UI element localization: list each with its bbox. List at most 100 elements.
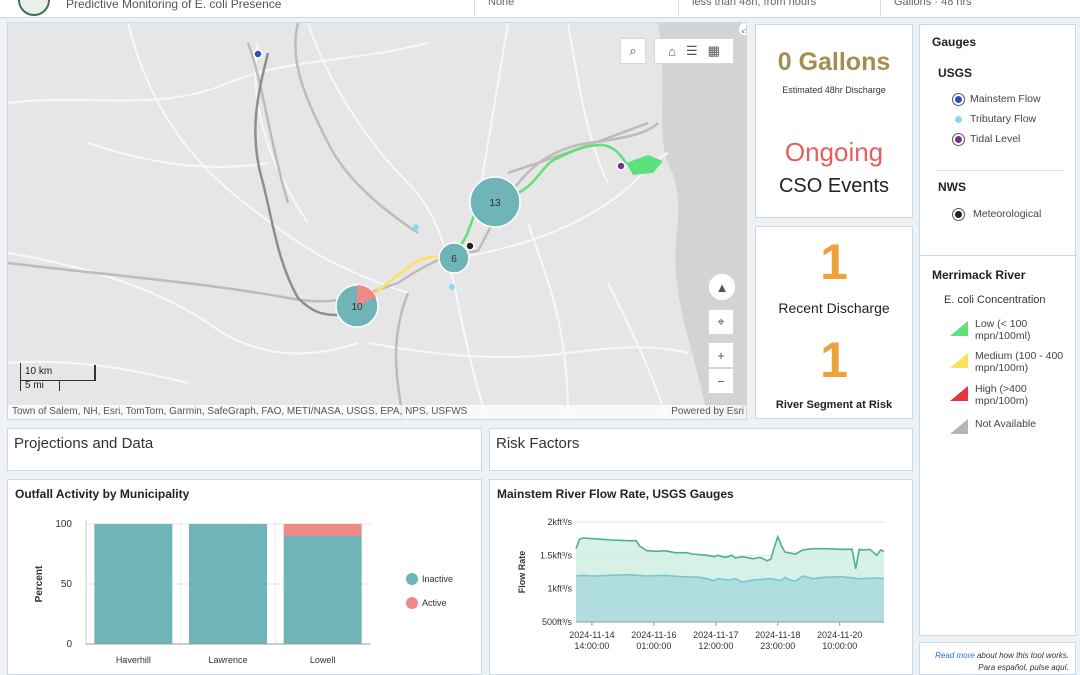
tributary-flow-swatch <box>953 114 964 125</box>
x-tick-label-time: 23:00:00 <box>760 641 795 651</box>
series-area-1 <box>576 574 884 622</box>
home-icon[interactable]: ⌂ <box>668 43 676 59</box>
risk-factors-title: Risk Factors <box>496 435 580 452</box>
locate-icon[interactable]: ⌖ <box>708 309 734 335</box>
outfall-chart-card: Outfall Activity by Municipality 0 50 100 P… <box>7 479 482 675</box>
flow-chart-card: Mainstem River Flow Rate, USGS Gauges 50… <box>489 479 913 675</box>
legend-item-medium: Medium (100 - 400 mpn/100m) <box>975 350 1064 374</box>
y-tick-label: 50 <box>61 579 73 590</box>
expand-icon[interactable]: ⤢ <box>738 23 746 36</box>
mainstem-flow-swatch <box>953 94 964 105</box>
scale-mi: 5 mi <box>25 380 44 391</box>
tidal-level-swatch <box>953 134 964 145</box>
powered-by-link[interactable]: Powered by Esri <box>671 406 744 417</box>
x-tick-label-time: 12:00:00 <box>698 641 733 651</box>
search-icon[interactable]: ⌕ <box>620 38 646 64</box>
mainstem-gauge-marker[interactable] <box>253 49 263 59</box>
x-tick-label-date: 2024-11-14 <box>569 630 614 640</box>
cluster-label: 13 <box>489 198 501 209</box>
legend-nws-title: NWS <box>938 180 966 194</box>
river-segment-unavailable <box>254 52 339 317</box>
attribution-text: Town of Salem, NH, Esri, TomTom, Garmin,… <box>12 406 468 417</box>
discharge-label: Estimated 48hr Discharge <box>782 85 886 95</box>
grid-icon[interactable]: ▦ <box>707 43 720 58</box>
compass-icon[interactable]: ▲ <box>708 273 736 301</box>
info-footer: Read more about how this tool works. Par… <box>919 642 1076 675</box>
read-more-link[interactable]: Read more <box>935 651 975 660</box>
y-tick-label: 0 <box>66 639 72 650</box>
series-line-0 <box>575 534 885 569</box>
header-filter-1[interactable]: None <box>488 0 515 8</box>
zoom-in-icon[interactable]: + <box>708 342 734 368</box>
bar-inactive-haverhill <box>94 524 173 644</box>
scale-bar: 10 km <box>20 363 96 381</box>
x-tick-label-time: 14:00:00 <box>574 641 609 651</box>
flow-chart-title: Mainstem River Flow Rate, USGS Gauges <box>497 487 734 501</box>
high-concentration-swatch <box>950 386 968 401</box>
series-line-1 <box>575 573 885 583</box>
legend-usgs-title: USGS <box>938 66 973 80</box>
meteorological-gauge-marker[interactable] <box>465 241 475 251</box>
cluster-6[interactable]: 6 <box>438 242 470 274</box>
river-estuary-low <box>626 155 663 175</box>
spanish-link[interactable]: Para español, pulse aquí. <box>978 663 1069 672</box>
read-more-text: about how this tool works. <box>974 651 1069 660</box>
legend-item-meteorological: Meteorological <box>973 208 1042 220</box>
header-divider <box>474 0 475 16</box>
legend-item-not-available: Not Available <box>975 418 1037 430</box>
app-subtitle: Predictive Monitoring of E. coli Presenc… <box>66 0 282 11</box>
y-tick-label: 1kft³/s <box>547 584 572 594</box>
x-tick-label-date: 2024-11-18 <box>755 630 800 640</box>
legend-panel: Gauges USGS Mainstem Flow Tributary Flow… <box>919 24 1077 636</box>
cluster-label: 6 <box>451 254 457 265</box>
tributary-gauge-marker[interactable] <box>449 284 455 290</box>
legend-label-active: Active <box>422 598 447 608</box>
legend-item-low: Low (< 100 mpn/100ml) <box>975 318 1031 342</box>
bar-active-lowell <box>283 524 362 536</box>
legend-swatch-inactive <box>406 573 418 585</box>
legend-swatch-active <box>406 597 418 609</box>
legend-item-mainstem: Mainstem Flow <box>970 93 1041 105</box>
legend-label-inactive: Inactive <box>422 574 453 584</box>
x-tick-label: Lawrence <box>208 655 247 665</box>
scale-bar-mi: 5 mi <box>20 380 60 391</box>
scale-km: 10 km <box>25 366 53 377</box>
medium-concentration-swatch <box>950 353 968 368</box>
legend-section-divider <box>920 255 1077 256</box>
x-tick-label-time: 01:00:00 <box>636 641 671 651</box>
x-tick-label: Lowell <box>310 655 336 665</box>
header-filter-3[interactable]: Gallons · 48 hrs <box>894 0 972 8</box>
tidal-gauge-marker[interactable] <box>616 161 626 171</box>
cluster-10[interactable]: 10 <box>335 284 379 328</box>
zoom-out-icon[interactable]: − <box>708 368 734 394</box>
not-available-swatch <box>950 419 968 434</box>
discharge-value: 0 Gallons <box>777 48 891 76</box>
y-tick-label: 1.5kft³/s <box>540 550 573 560</box>
river-map[interactable]: 13 6 10 ⌕ ⌂ ☰ ▦ ⤢ ▲ ⌖ + − 10 km 5 mi Tow… <box>7 22 747 420</box>
legend-item-tidal: Tidal Level <box>970 133 1021 145</box>
legend-list-icon[interactable]: ☰ <box>685 43 698 58</box>
cso-status: Ongoing <box>784 137 884 167</box>
segment-risk-label: River Segment at Risk <box>775 399 893 411</box>
legend-item-high: High (>400 mpn/100m) <box>975 383 1029 407</box>
bar-inactive-lawrence <box>189 524 267 644</box>
tributary-gauge-marker[interactable] <box>413 224 419 230</box>
road-network <box>8 23 689 419</box>
scale-tick <box>94 365 96 381</box>
legend-divider <box>936 170 1064 171</box>
x-tick-label: Haverhill <box>116 655 151 665</box>
cso-label: CSO Events <box>778 175 890 197</box>
x-tick-label-date: 2024-11-16 <box>631 630 676 640</box>
cluster-label: 10 <box>351 302 363 313</box>
legend-river-title: Merrimack River <box>932 268 1026 282</box>
flow-area-chart: 500ft³/s 1kft³/s 1.5kft³/s 2kft³/s Flow Rate… <box>517 517 885 651</box>
segment-risk-value: 1 <box>820 332 848 388</box>
cluster-13[interactable]: 13 <box>469 176 521 228</box>
header-filter-2[interactable]: less than 48h, from hours <box>692 0 817 8</box>
header-divider <box>678 0 679 16</box>
x-tick-label-date: 2024-11-17 <box>693 630 738 640</box>
map-canvas[interactable]: 13 6 10 <box>8 23 747 420</box>
legend-river-subtitle: E. coli Concentration <box>944 294 1046 306</box>
projections-title: Projections and Data <box>14 435 154 452</box>
discharge-card: 0 Gallons Estimated 48hr Discharge Ongoi… <box>755 24 913 218</box>
